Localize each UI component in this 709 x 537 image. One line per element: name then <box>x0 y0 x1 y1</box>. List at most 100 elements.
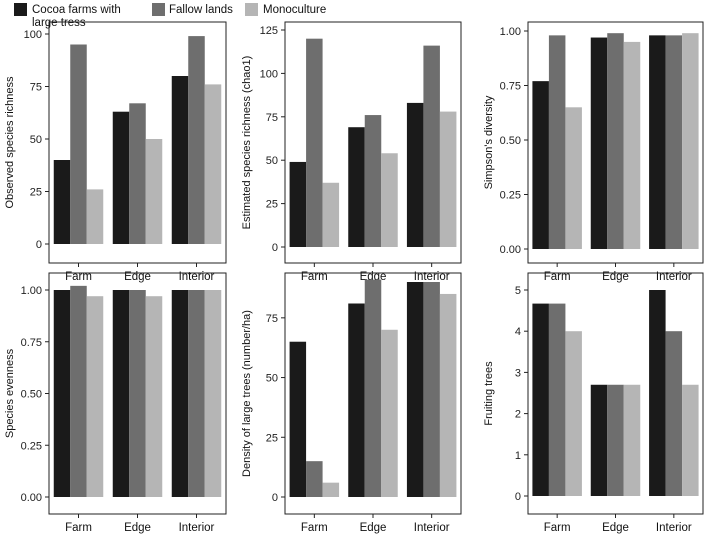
y-tick-label: 50 <box>266 155 278 167</box>
x-tick-label-farm: Farm <box>301 271 328 283</box>
bar-edge-series-3 <box>145 296 163 497</box>
bar-farm-series-2 <box>306 38 323 248</box>
x-tick-label-edge: Edge <box>124 522 151 534</box>
legend-swatch-cocoa <box>14 3 27 16</box>
bar-farm-series-2 <box>306 461 323 497</box>
bar-farm-series-1 <box>532 81 549 249</box>
bar-interior-series-2 <box>188 36 205 244</box>
y-axis-label: Estimated species richness (chao1) <box>241 56 253 230</box>
y-tick-label: 75 <box>266 313 278 325</box>
y-tick-label: 100 <box>260 68 278 80</box>
bar-farm-series-3 <box>322 182 340 247</box>
chart-panel-1: 0 25 50 75 100 Farm Edge Interior Observed speci… <box>4 21 227 283</box>
bar-interior-series-3 <box>682 33 699 250</box>
bar-edge-series-2 <box>129 290 146 497</box>
y-tick-label: 1.00 <box>500 26 521 38</box>
bar-interior-series-1 <box>406 282 424 497</box>
legend-swatch-fallow <box>152 3 165 16</box>
bar-farm-series-1 <box>53 290 71 497</box>
x-tick-label-farm: Farm <box>301 522 328 534</box>
y-tick-label: 0.75 <box>21 337 42 349</box>
bar-farm-series-1 <box>53 160 71 244</box>
chart-panel-3: 0.00 0.25 0.50 0.75 1.00 Farm Edge Interior Simp… <box>483 21 704 283</box>
y-tick-label: 75 <box>30 82 42 94</box>
x-tick-label-edge: Edge <box>602 271 629 283</box>
y-tick-label: 0 <box>515 491 521 503</box>
y-tick-label: 5 <box>515 285 521 297</box>
bar-edge-series-1 <box>348 127 365 247</box>
bar-interior-series-1 <box>649 290 666 496</box>
chart-panel-4: 0.00 0.25 0.50 0.75 1.00 Farm Edge Interior Spec… <box>4 272 227 534</box>
bar-edge-series-3 <box>623 41 641 250</box>
y-tick-label: 0.25 <box>21 440 42 452</box>
bar-edge-series-3 <box>381 329 398 497</box>
bar-interior-series-3 <box>439 111 457 247</box>
x-tick-label-edge: Edge <box>602 522 629 534</box>
x-tick-label-interior: Interior <box>414 522 450 534</box>
y-tick-label: 0.00 <box>500 244 521 256</box>
y-tick-label: 4 <box>515 326 521 338</box>
y-axis-label: Species evenness <box>4 348 16 438</box>
bar-farm-series-1 <box>289 341 307 497</box>
x-tick-label-farm: Farm <box>65 522 92 534</box>
bar-farm-series-2 <box>548 35 566 249</box>
bar-edge-series-1 <box>590 384 608 496</box>
bar-edge-series-2 <box>364 279 382 497</box>
bar-farm-series-2 <box>70 44 87 244</box>
y-tick-label: 50 <box>266 373 278 385</box>
bar-edge-series-3 <box>623 384 641 496</box>
bar-edge-series-2 <box>607 384 624 496</box>
bar-edge-series-3 <box>145 139 163 244</box>
x-tick-label-interior: Interior <box>414 271 450 283</box>
y-tick-label: 25 <box>30 187 42 199</box>
x-tick-label-farm: Farm <box>544 271 571 283</box>
x-tick-label-interior: Interior <box>179 271 215 283</box>
bar-farm-series-3 <box>322 482 340 497</box>
legend-label-cocoa-line2: large tress <box>32 17 86 29</box>
bar-interior-series-2 <box>665 35 683 249</box>
y-tick-label: 50 <box>30 134 42 146</box>
bar-edge-series-1 <box>112 290 130 497</box>
chart-panel-5: 0 25 50 75 Farm Edge Interior Density of large … <box>241 272 462 534</box>
y-tick-label: 0.50 <box>21 389 42 401</box>
bar-interior-series-2 <box>423 45 440 248</box>
y-tick-label: 25 <box>266 432 278 444</box>
bar-farm-series-2 <box>548 303 566 496</box>
bar-edge-series-1 <box>348 303 365 497</box>
y-tick-label: 125 <box>260 25 278 37</box>
bar-interior-series-2 <box>423 282 440 497</box>
bar-interior-series-1 <box>171 76 189 244</box>
y-axis-label: Simpson's diversity <box>483 95 495 189</box>
y-tick-label: 0 <box>36 239 42 251</box>
bar-interior-series-3 <box>204 84 222 245</box>
bar-edge-series-2 <box>364 115 382 248</box>
bar-farm-series-1 <box>289 161 307 247</box>
bar-edge-series-3 <box>381 153 398 247</box>
legend-label-fallow: Fallow lands <box>169 4 233 16</box>
y-tick-label: 0.25 <box>500 190 521 202</box>
y-tick-label: 0.75 <box>500 81 521 93</box>
bar-farm-series-2 <box>70 285 87 497</box>
x-tick-label-interior: Interior <box>179 522 215 534</box>
bar-interior-series-2 <box>188 290 205 497</box>
bar-farm-series-3 <box>86 296 104 497</box>
x-tick-label-interior: Interior <box>656 522 692 534</box>
bar-edge-series-1 <box>112 111 130 244</box>
bar-interior-series-3 <box>204 290 222 497</box>
y-tick-label: 0.50 <box>500 135 521 147</box>
legend: Cocoa farms with large tress Fallow land… <box>14 3 326 29</box>
y-tick-label: 0.00 <box>21 492 42 504</box>
y-tick-label: 0 <box>272 242 278 254</box>
legend-swatch-monoculture <box>245 3 258 16</box>
legend-label-cocoa-line1: Cocoa farms with <box>32 4 121 16</box>
y-tick-label: 2 <box>515 409 521 421</box>
bar-interior-series-2 <box>665 331 683 496</box>
bar-interior-series-3 <box>439 293 457 497</box>
bar-edge-series-2 <box>607 33 624 250</box>
bar-interior-series-1 <box>406 102 424 247</box>
x-tick-label-edge: Edge <box>360 522 387 534</box>
